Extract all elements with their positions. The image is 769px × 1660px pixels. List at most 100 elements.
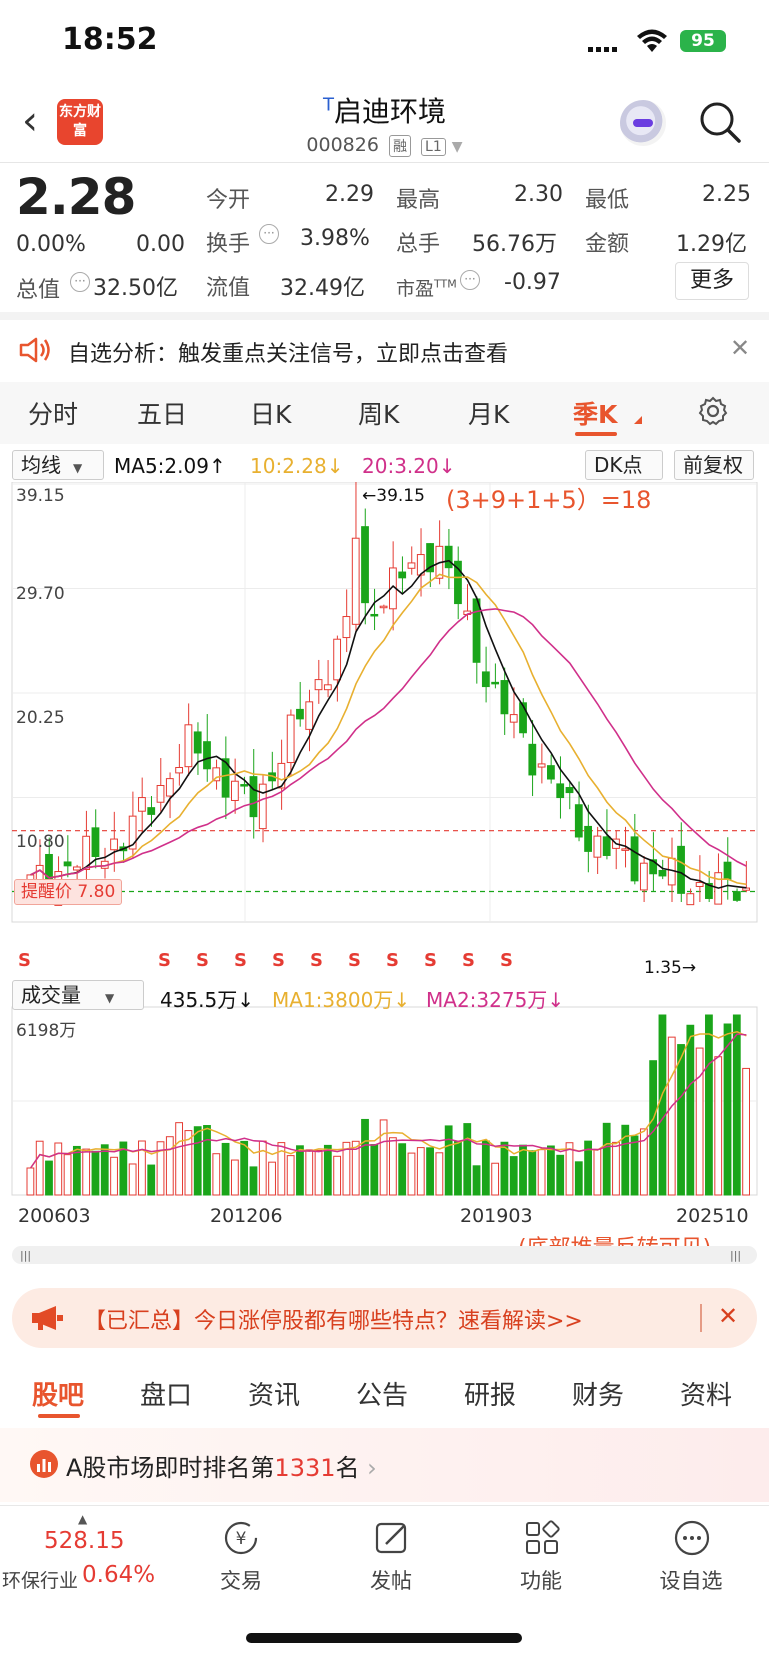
y-tick-label: 29.70 (16, 584, 65, 604)
volume-bar (138, 1140, 146, 1196)
dk-point-button[interactable]: DK点 (585, 450, 663, 480)
volume-bar (686, 1024, 695, 1196)
info-icon[interactable]: ··· (259, 224, 279, 244)
post-edit-icon[interactable] (372, 1518, 412, 1558)
low-label: 最低 (585, 188, 630, 213)
market-rank-row[interactable]: A股市场即时排名第1331名 › (0, 1428, 769, 1502)
ma5-line (30, 559, 747, 889)
sell-signal-marker: S (348, 950, 361, 971)
promo-banner[interactable]: 【已汇总】今日涨停股都有哪些特点？速看解读>> ✕ (12, 1288, 757, 1348)
volume-bar (54, 1142, 63, 1196)
volume-bar (370, 1144, 379, 1196)
tab-profile[interactable]: 资料 (680, 1381, 733, 1411)
y-tick-label: 10.80 (16, 832, 65, 852)
volume-bar (602, 1122, 611, 1196)
industry-index-value[interactable]: 528.15 (44, 1528, 125, 1554)
scroll-handle-icon[interactable]: ||| (730, 1249, 742, 1262)
candle-body (82, 835, 91, 871)
volume-bar (379, 1119, 388, 1196)
max-price-marker: ←39.15 (362, 486, 425, 506)
volume-bar (705, 1014, 713, 1196)
tab-announcements[interactable]: 公告 (356, 1381, 409, 1411)
analysis-notice[interactable]: 自选分析：触发重点关注信号，立即点击查看 ✕ (0, 318, 769, 382)
chart-period-tabs (0, 382, 769, 444)
tab-five-day[interactable]: 五日 (137, 400, 188, 429)
nav-function[interactable]: 功能 (520, 1569, 562, 1593)
function-grid-icon[interactable] (522, 1518, 562, 1558)
tab-monthly-k[interactable]: 月K (468, 400, 510, 429)
add-watchlist-icon[interactable] (672, 1518, 712, 1558)
alert-price-label[interactable]: 提醒价 7.80 (14, 879, 123, 905)
back-button[interactable]: ‹ (22, 98, 38, 144)
volume-bar (35, 1140, 44, 1196)
tab-finance[interactable]: 财务 (572, 1381, 625, 1411)
tab-daily-k[interactable]: 日K (250, 400, 292, 429)
stock-title: T启迪环境 (0, 90, 769, 130)
info-icon[interactable]: ··· (70, 272, 90, 292)
candle-body (63, 861, 72, 867)
volume-bar (314, 1149, 323, 1196)
volume-bar (454, 1140, 462, 1196)
volume-value: 56.76万 (472, 232, 557, 257)
x-tick-label: 201206 (210, 1205, 283, 1227)
tab-research[interactable]: 研报 (464, 1381, 517, 1411)
change-percent: 0.00% (16, 232, 86, 257)
ma-select[interactable]: 均线 ▼ (12, 450, 104, 480)
close-icon[interactable]: ✕ (718, 1302, 739, 1330)
candle-body (203, 741, 211, 770)
tab-pankou[interactable]: 盘口 (140, 1381, 193, 1411)
candle-body (565, 787, 574, 794)
sell-signal-marker: S (500, 950, 513, 971)
chart-scrollbar[interactable]: ||| ||| (12, 1246, 757, 1264)
search-icon[interactable] (698, 100, 742, 144)
close-icon[interactable]: ✕ (730, 334, 751, 362)
volume-bar (677, 1044, 685, 1196)
volume-select[interactable]: 成交量 ▼ (12, 980, 144, 1010)
candle-body (398, 571, 407, 579)
volume-bar (63, 1154, 72, 1196)
candle-body (426, 543, 434, 573)
nav-post[interactable]: 发帖 (370, 1569, 412, 1593)
scroll-handle-icon[interactable]: ||| (20, 1249, 32, 1262)
home-indicator (246, 1633, 522, 1643)
y-tick-label: 20.25 (16, 708, 65, 728)
volume-bar (407, 1152, 416, 1196)
kline-chart[interactable] (0, 482, 769, 1202)
volume-bar (82, 1148, 91, 1196)
current-price: 2.28 (16, 168, 136, 226)
stock-code-row[interactable]: 000826 融 L1 ▼ (0, 134, 769, 157)
candle-body (184, 724, 193, 768)
robot-assistant-icon[interactable] (620, 100, 666, 146)
volume-bar (100, 1144, 109, 1196)
high-label: 最高 (396, 188, 441, 213)
margin-tag: 融 (388, 135, 411, 157)
candle-body (695, 882, 704, 887)
tab-weekly-k[interactable]: 周K (358, 400, 400, 429)
volume-bar (500, 1141, 509, 1196)
candle-body (370, 613, 379, 617)
settings-gear-icon[interactable] (697, 395, 729, 431)
nav-add-watchlist[interactable]: 设自选 (659, 1569, 723, 1593)
volume-bar (667, 1036, 676, 1196)
candle-body (444, 545, 453, 569)
nav-trade[interactable]: 交易 (220, 1569, 262, 1593)
volume-bar (119, 1141, 128, 1196)
volume-bar (193, 1126, 202, 1196)
industry-name[interactable]: 环保行业 (2, 1570, 79, 1592)
tab-quarterly-k[interactable]: 季K (573, 400, 618, 429)
volume-bar (593, 1148, 602, 1196)
candle-body (602, 836, 611, 856)
tab-intraday[interactable]: 分时 (28, 400, 79, 429)
candle-body (537, 763, 546, 768)
volume-ma2: MA2:3275万↓ (426, 988, 565, 1012)
more-button[interactable]: 更多 (675, 262, 749, 300)
sell-signal-marker: S (462, 950, 475, 971)
app-logo[interactable]: 东方财富 (57, 99, 103, 145)
adjust-button[interactable]: 前复权 (674, 450, 754, 480)
tab-guba[interactable]: 股吧 (32, 1381, 85, 1411)
info-icon[interactable]: ··· (460, 270, 480, 290)
tab-news[interactable]: 资讯 (248, 1381, 301, 1411)
industry-change: 0.64% (82, 1562, 156, 1588)
candle-body (296, 708, 304, 720)
trade-yen-icon[interactable]: ¥ (221, 1518, 261, 1558)
